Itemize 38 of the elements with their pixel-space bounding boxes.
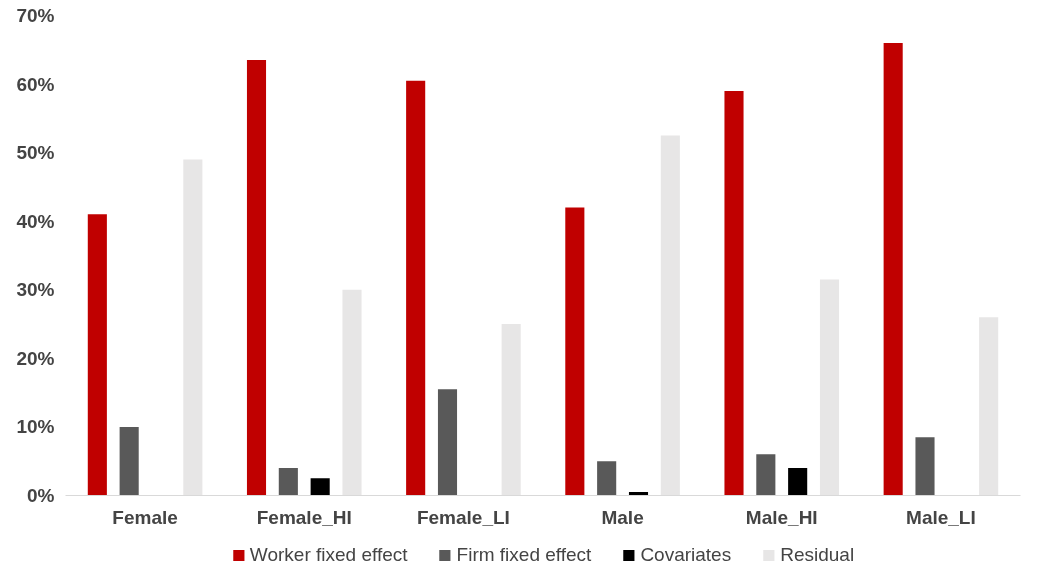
bar <box>246 60 267 496</box>
bar <box>406 80 426 496</box>
bar <box>342 289 362 496</box>
legend-label: Covariates <box>640 544 732 566</box>
bar <box>724 90 744 496</box>
x-tick-label: Male_HI <box>745 506 818 528</box>
x-tick-label: Male <box>601 506 644 528</box>
bar <box>278 468 298 496</box>
y-tick-label: 20% <box>16 347 55 369</box>
bar <box>915 437 935 496</box>
y-tick-label: 10% <box>16 416 55 438</box>
bar <box>756 454 776 496</box>
bar <box>310 478 330 496</box>
x-tick-label: Female_HI <box>256 506 352 528</box>
bar <box>979 317 999 496</box>
y-tick-label: 0% <box>27 485 55 506</box>
y-tick-label: 60% <box>16 73 55 95</box>
bar <box>597 461 617 496</box>
x-tick-label: Female <box>112 506 178 528</box>
legend-label: Firm fixed effect <box>456 544 592 566</box>
bar <box>119 426 139 496</box>
bar <box>437 389 458 496</box>
bar <box>501 324 521 496</box>
y-tick-label: 40% <box>16 210 55 232</box>
x-tick-label: Female_LI <box>416 506 510 528</box>
legend-label: Residual <box>780 544 855 566</box>
bar <box>883 42 903 496</box>
bar <box>819 279 840 496</box>
bar <box>565 207 585 496</box>
bar <box>87 214 107 496</box>
bar <box>788 468 808 496</box>
legend-label: Worker fixed effect <box>249 544 408 566</box>
bar <box>183 159 203 496</box>
y-tick-label: 30% <box>16 279 55 301</box>
x-tick-label: Male_LI <box>906 506 976 528</box>
y-tick-label: 70% <box>16 5 55 26</box>
y-tick-label: 50% <box>16 142 55 164</box>
bar <box>660 135 680 496</box>
